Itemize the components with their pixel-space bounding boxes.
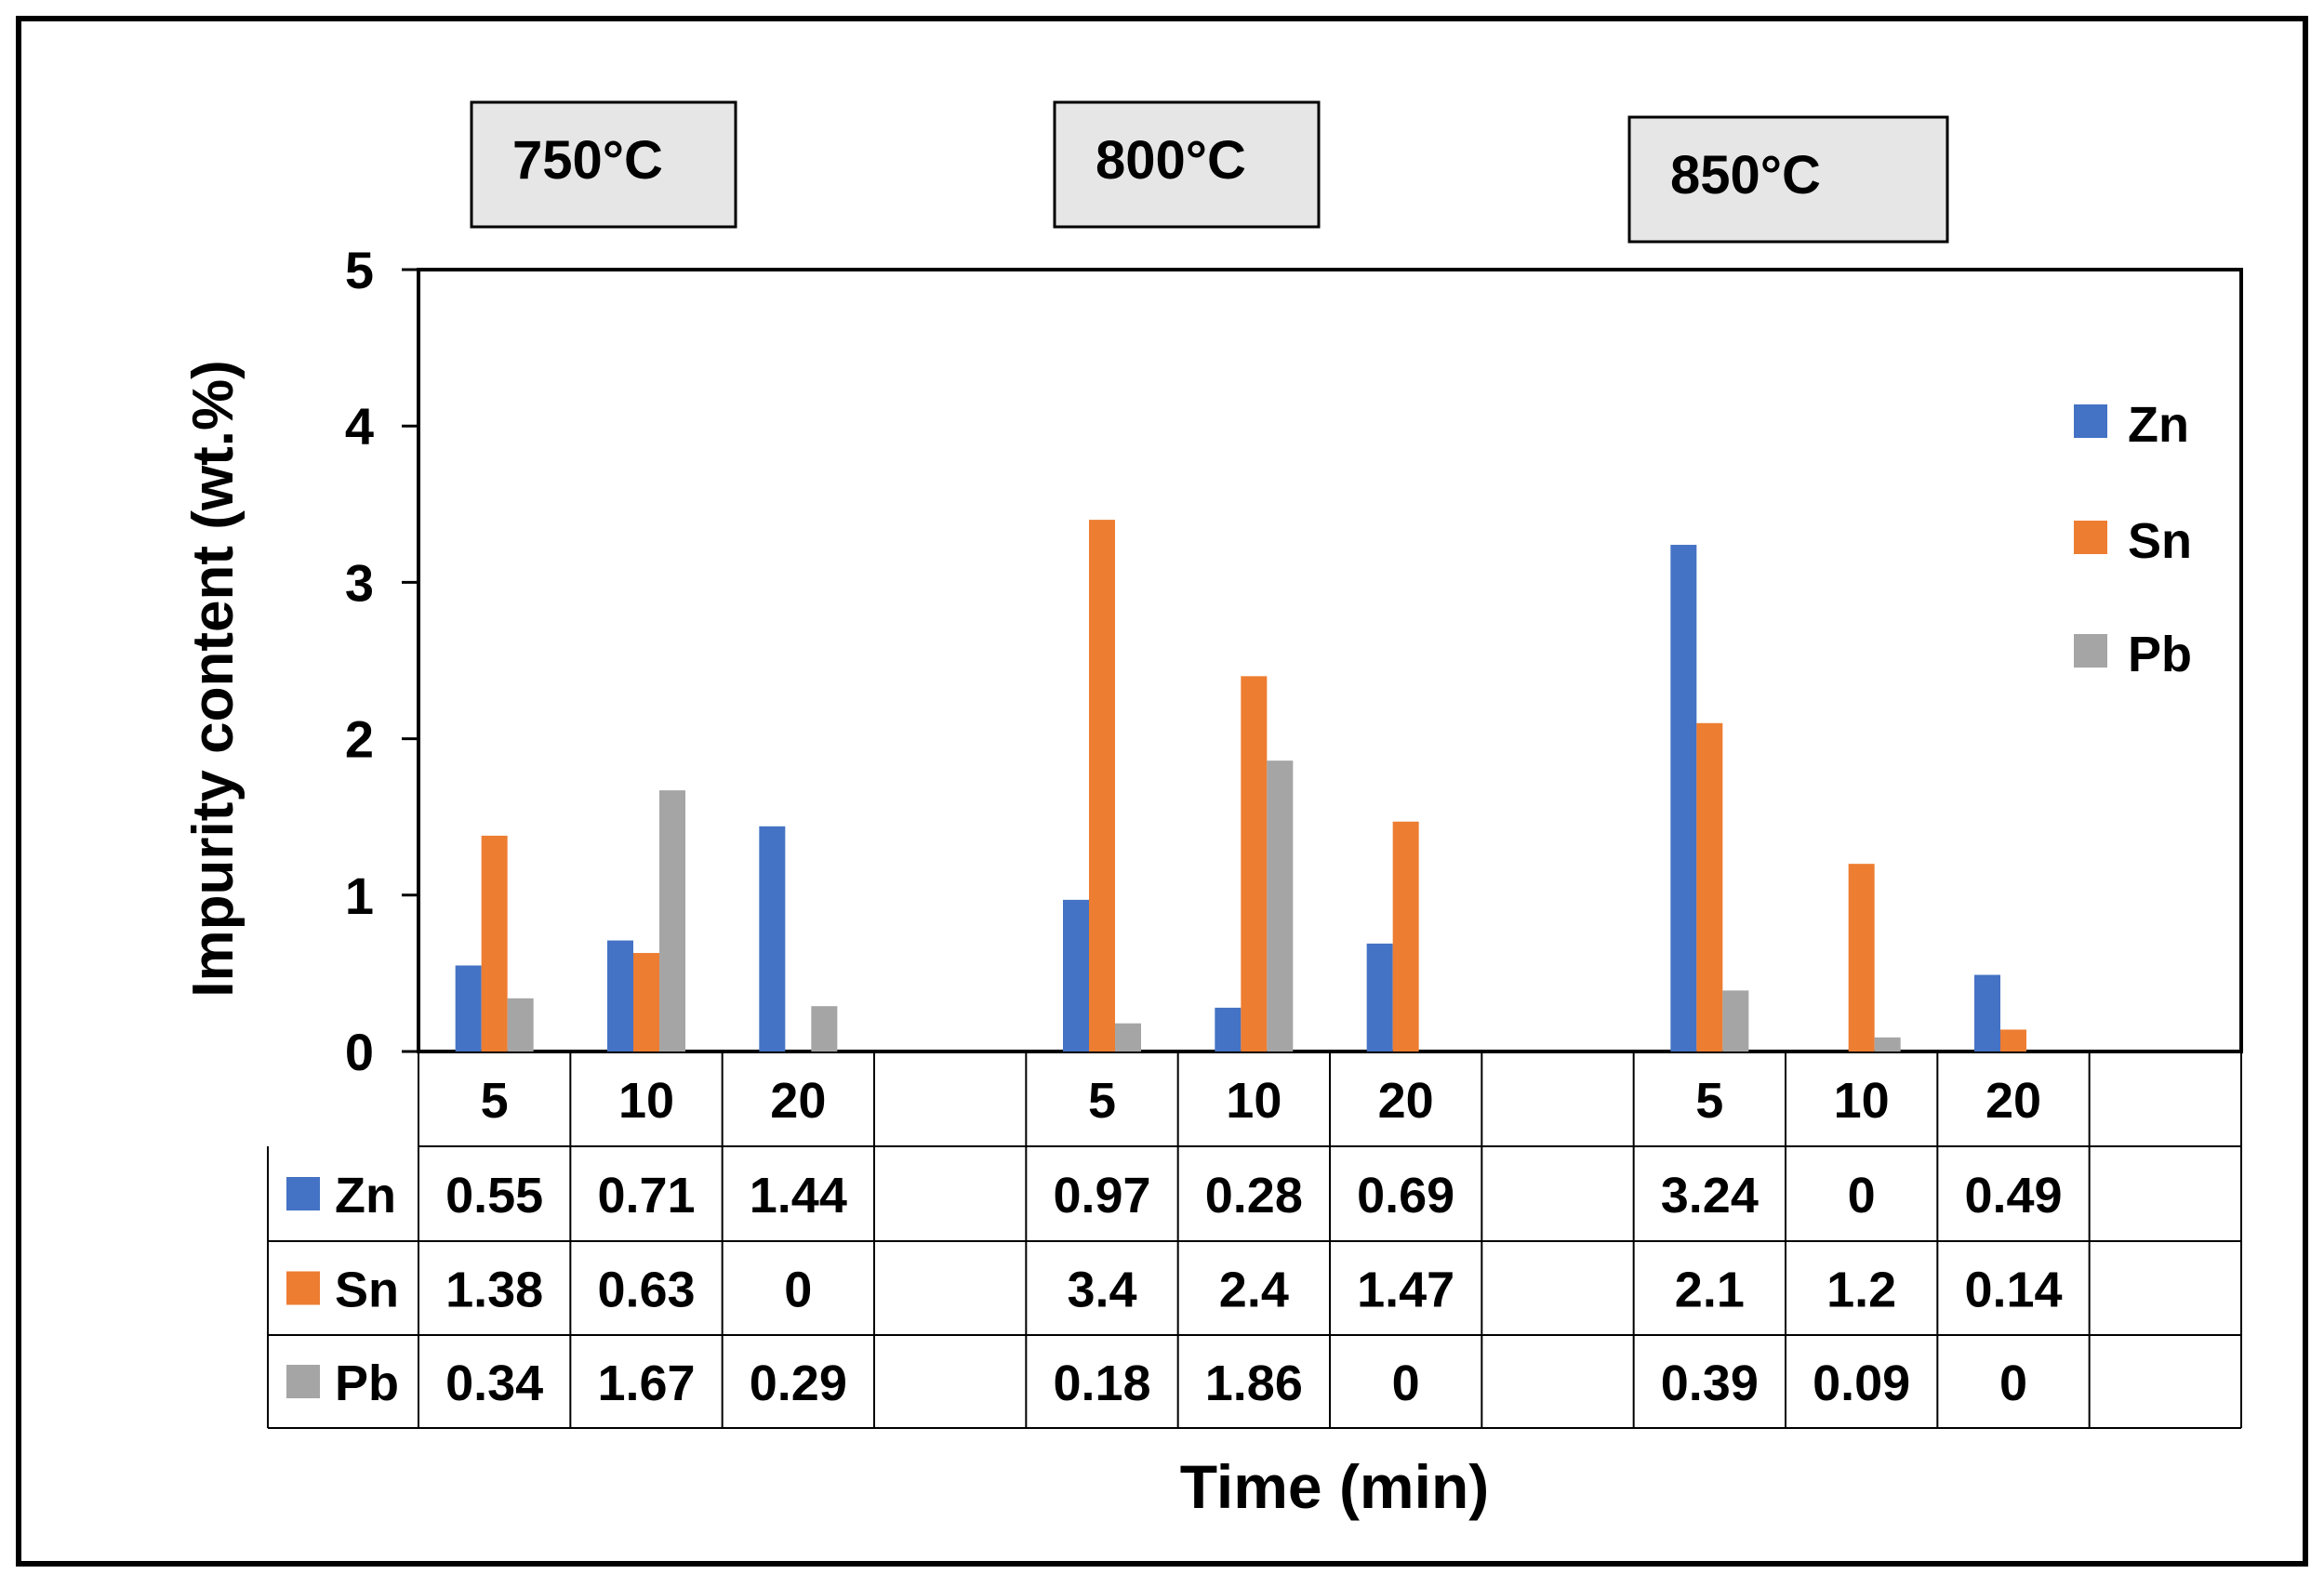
legend-label-zn: Zn [2128,397,2189,453]
bar-zn-5 [1215,1007,1242,1051]
temperature-box [1627,115,1949,244]
bars [455,520,2026,1051]
bar-zn-10 [1974,974,2000,1051]
bar-sn-5 [1241,676,1268,1051]
temperature-label: 750°C [512,130,663,191]
data-label-pb: 1.86 [1205,1356,1303,1411]
data-label-zn: 0.69 [1357,1168,1454,1223]
temperature-label: 850°C [1670,145,1821,205]
x-axis-label: Time (min) [1180,1452,1489,1521]
data-label-pb: 1.67 [597,1356,695,1411]
x-tick-label: 10 [1834,1073,1890,1129]
bar-sn-6 [1392,821,1419,1051]
y-tick-label: 4 [345,397,374,456]
y-tick-label: 5 [345,241,374,299]
bar-pb-2 [811,1006,838,1051]
x-tick-label: 20 [1985,1073,2041,1129]
data-label-zn: 1.44 [750,1168,847,1223]
temperature-labels: 750°C 800°C 850°C [470,100,1949,244]
data-table: 5 10 20 5 10 20 5 10 20 Zn 0.55 0.71 1.44 0.97 0.28 0.6… [267,1051,2242,1429]
y-tick-label: 2 [345,710,374,769]
legend-swatch-zn [2074,404,2107,438]
y-axis: 0 1 2 3 4 5 [345,241,418,1081]
x-tick-label: 5 [1695,1073,1723,1129]
data-label-pb: 0.09 [1813,1356,1910,1411]
data-label-sn: 3.4 [1067,1263,1136,1318]
table-series-name: Pb [335,1356,399,1411]
temperature-box [1053,100,1321,229]
data-label-pb: 0.39 [1661,1356,1759,1411]
bar-sn-4 [1089,520,1115,1051]
temperature-label: 800°C [1096,130,1246,191]
bar-sn-0 [481,835,508,1051]
data-label-zn: 0.71 [597,1168,695,1223]
data-label-zn: 0.28 [1205,1168,1303,1223]
bar-sn-9 [1848,864,1875,1051]
data-label-sn: 0.14 [1964,1263,2062,1318]
x-tick-label: 5 [1088,1073,1116,1129]
data-label-sn: 1.2 [1826,1263,1896,1318]
bar-zn-1 [607,940,633,1051]
data-label-sn: 1.47 [1357,1263,1454,1318]
bar-sn-10 [2000,1029,2026,1051]
legend-label-pb: Pb [2128,627,2192,682]
data-label-sn: 2.1 [1675,1263,1745,1318]
data-label-pb: 0 [1999,1356,2027,1411]
data-label-pb: 0.29 [750,1356,847,1411]
bar-pb-5 [1267,760,1294,1051]
bar-pb-4 [1115,1023,1141,1051]
table-key-pb [286,1365,320,1398]
data-label-zn: 0.97 [1053,1168,1150,1223]
bar-zn-0 [455,965,482,1051]
bar-pb-9 [1874,1037,1901,1051]
table-key-sn [286,1271,320,1305]
bar-zn-6 [1366,943,1393,1051]
data-label-zn: 0.49 [1964,1168,2062,1223]
data-label-sn: 1.38 [445,1263,543,1318]
legend: Zn Sn Pb [2074,397,2192,682]
table-series-name: Zn [335,1168,396,1223]
data-label-sn: 2.4 [1219,1263,1289,1318]
x-tick-label: 20 [1378,1073,1434,1129]
data-label-pb: 0.18 [1053,1356,1150,1411]
temperature-box [470,100,737,229]
y-tick-label: 1 [345,866,374,925]
x-tick-label: 10 [618,1073,674,1129]
bar-zn-8 [1670,545,1697,1051]
data-label-zn: 0 [1848,1168,1876,1223]
data-label-zn: 3.24 [1661,1168,1759,1223]
data-label-pb: 0 [1392,1356,1420,1411]
legend-swatch-sn [2074,521,2107,554]
legend-label-sn: Sn [2128,513,2192,569]
y-tick-label: 0 [345,1023,374,1081]
x-tick-label: 20 [770,1073,826,1129]
data-label-zn: 0.55 [445,1168,543,1223]
bar-sn-8 [1696,722,1723,1051]
y-tick-label: 3 [345,553,374,612]
bar-pb-1 [659,790,685,1051]
plot-area [417,268,2243,1053]
legend-swatch-pb [2074,634,2107,668]
bar-zn-4 [1063,899,1089,1051]
x-tick-label: 5 [481,1073,509,1129]
x-tick-label: 10 [1226,1073,1282,1129]
y-axis-label: Impurity content (wt.%) [181,360,246,997]
data-label-sn: 0.63 [597,1263,695,1318]
bar-pb-8 [1722,990,1749,1051]
table-key-zn [286,1177,320,1210]
data-label-pb: 0.34 [445,1356,543,1411]
table-series-name: Sn [335,1263,399,1318]
bar-sn-1 [633,953,659,1051]
bar-zn-2 [759,826,786,1051]
data-label-sn: 0 [784,1263,812,1318]
bar-pb-0 [507,998,534,1051]
